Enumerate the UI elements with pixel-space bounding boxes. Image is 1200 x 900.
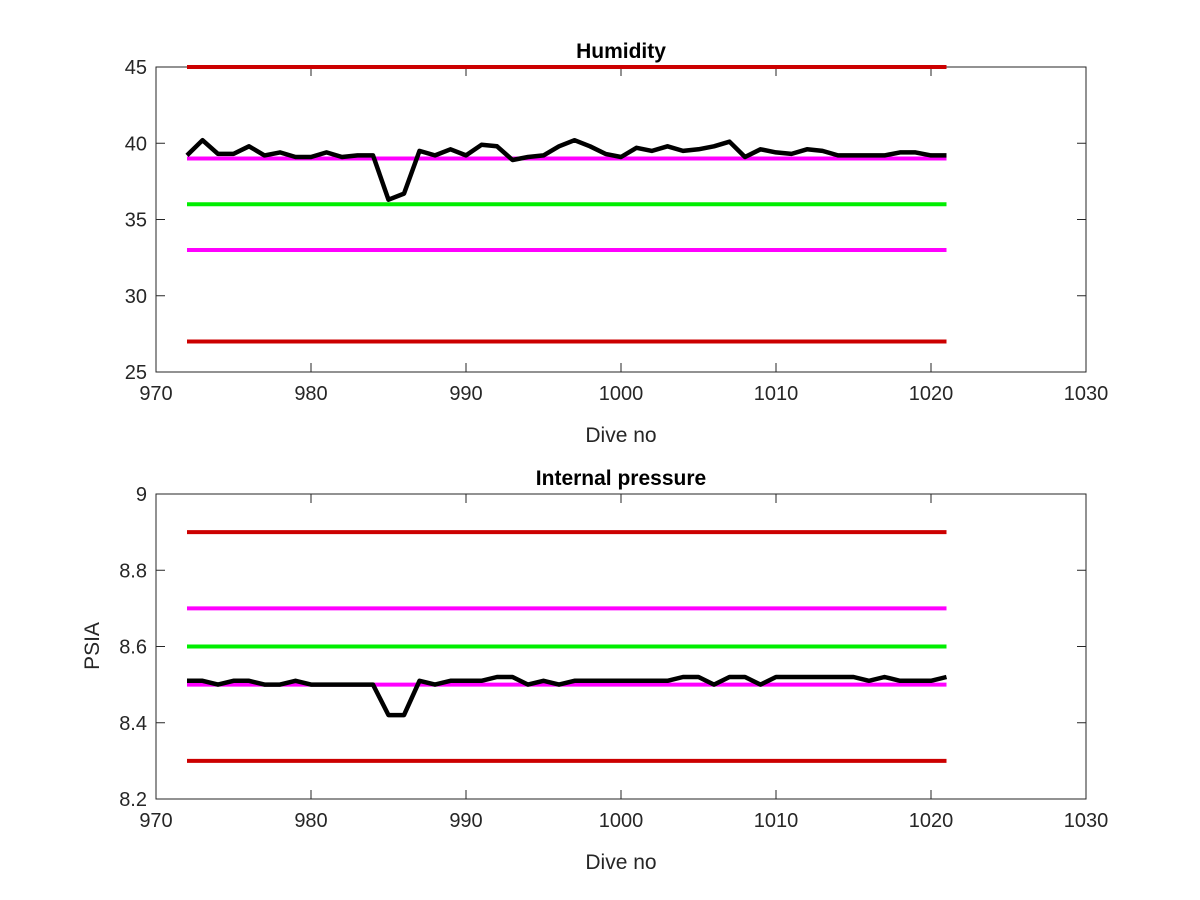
pressure-x-tick-label: 1010	[754, 810, 799, 832]
pressure-x-tick-label: 1000	[599, 810, 644, 832]
humidity-title: Humidity	[576, 40, 666, 63]
humidity-y-tick-label: 40	[125, 133, 147, 155]
humidity-y-tick-label: 35	[125, 210, 147, 232]
pressure-y-tick-label: 8.4	[119, 713, 147, 735]
pressure-panel: Internal pressure Dive no PSIA 970 980 990…	[81, 467, 1108, 874]
humidity-y-ticks: 25 30 35 40 45	[125, 57, 1086, 384]
humidity-panel: Humidity Dive no 970 980 990 1000 1010 1020 10…	[125, 40, 1109, 447]
pressure-y-axis-label: PSIA	[81, 622, 104, 670]
humidity-series	[185, 65, 947, 344]
humidity-x-tick-label: 1030	[1064, 383, 1109, 405]
humidity-plot-area	[155, 66, 1087, 373]
humidity-series-line-5	[185, 137, 947, 202]
humidity-y-tick-label: 25	[125, 362, 147, 384]
pressure-y-tick-label: 8.2	[119, 789, 147, 811]
pressure-y-tick-label: 8.8	[119, 560, 147, 582]
pressure-series-line-5	[187, 674, 948, 718]
pressure-y-tick-label: 8.6	[119, 637, 147, 659]
humidity-x-axis-label: Dive no	[585, 424, 656, 447]
pressure-y-tick-label: 9	[136, 484, 147, 506]
humidity-x-tick-label: 1000	[599, 383, 644, 405]
pressure-x-axis-label: Dive no	[585, 851, 656, 874]
humidity-x-tick-label: 990	[449, 383, 482, 405]
pressure-x-ticks: 970 980 990 1000 1010 1020 1030	[139, 494, 1108, 832]
pressure-x-tick-label: 1020	[909, 810, 954, 832]
pressure-x-tick-label: 1030	[1064, 810, 1109, 832]
humidity-x-tick-label: 970	[139, 383, 172, 405]
pressure-y-ticks: 8.2 8.4 8.6 8.8 9	[119, 484, 1086, 811]
humidity-x-tick-label: 1010	[754, 383, 799, 405]
humidity-x-tick-label: 980	[294, 383, 327, 405]
pressure-x-tick-label: 980	[294, 810, 327, 832]
humidity-y-tick-label: 45	[125, 57, 147, 79]
pressure-title: Internal pressure	[536, 467, 706, 490]
pressure-series	[187, 530, 948, 763]
humidity-x-ticks: 970 980 990 1000 1010 1020 1030	[139, 67, 1108, 405]
humidity-y-tick-label: 30	[125, 286, 147, 308]
pressure-x-tick-label: 970	[139, 810, 172, 832]
humidity-x-tick-label: 1020	[909, 383, 954, 405]
pressure-x-tick-label: 990	[449, 810, 482, 832]
